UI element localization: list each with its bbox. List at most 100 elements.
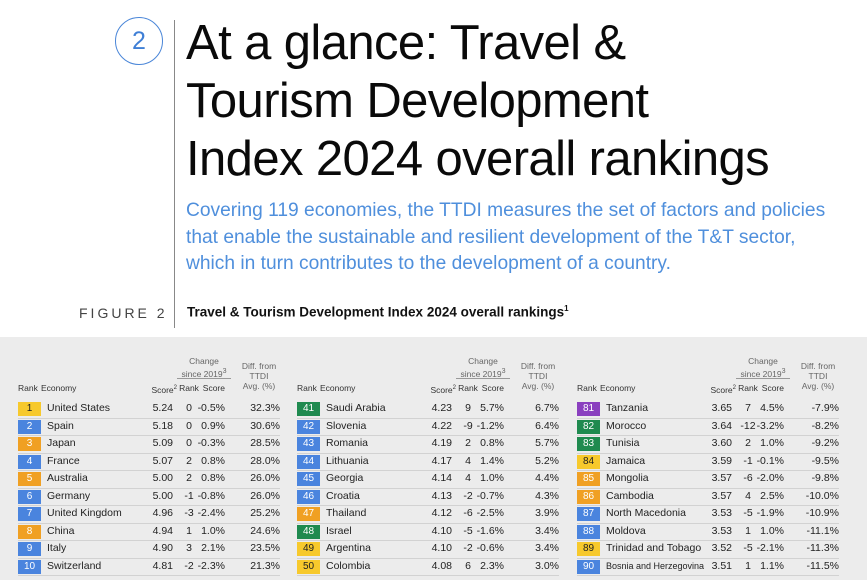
- change-rank-value: 4: [465, 454, 471, 467]
- diff-value: 5.7%: [535, 437, 559, 449]
- row-separator: [577, 452, 839, 454]
- change-score-header: Score: [481, 383, 504, 393]
- score-value: 4.23: [431, 402, 452, 414]
- row-separator: [577, 505, 839, 506]
- economy-name: Moldova: [606, 524, 646, 537]
- change-score-value: 1.4%: [480, 454, 504, 467]
- rankings-table-panel: Change since 20193 Diff. from TTDI Avg. (%) R…: [0, 337, 867, 580]
- diff-header-line: Diff. from: [520, 361, 556, 371]
- economy-name: United Kingdom: [47, 507, 122, 519]
- economy-name: United States: [47, 402, 111, 414]
- table-row: 48 Israel 4.10 -5 -1.6% 3.4%: [297, 524, 559, 541]
- row-separator: [577, 487, 839, 489]
- row-separator: [18, 487, 280, 489]
- change-score-value: 1.1%: [760, 559, 784, 572]
- diff-value: -10.9%: [805, 507, 839, 519]
- diff-value: 32.3%: [250, 402, 280, 414]
- row-separator: [577, 417, 839, 419]
- economy-name: Romania: [326, 437, 369, 449]
- diff-header: Diff. from TTDI Avg. (%): [513, 361, 563, 391]
- table-row: 49 Argentina 4.10 -2 -0.6% 3.4%: [297, 541, 559, 559]
- change-rank-value: 4: [745, 489, 751, 502]
- rank-badge: 87: [577, 507, 600, 521]
- rank-badge: 3: [18, 437, 41, 451]
- change-group-header: Change since 20193: [171, 356, 237, 379]
- diff-header-line: TTDI: [528, 371, 548, 381]
- row-separator: [297, 575, 559, 576]
- economy-name: Switzerland: [47, 559, 102, 572]
- change-score-value: -0.8%: [197, 489, 225, 502]
- change-score-value: -0.1%: [756, 454, 784, 467]
- change-score-value: 0.8%: [480, 437, 504, 449]
- table-row: 81 Tanzania 3.65 7 4.5% -7.9%: [577, 401, 839, 419]
- score-value: 5.09: [152, 437, 173, 449]
- figure-title-text: Travel & Tourism Development Index 2024 …: [187, 304, 565, 320]
- change-rank-value: 2: [465, 437, 471, 449]
- score-value: 3.60: [711, 437, 732, 449]
- diff-value: -9.2%: [811, 437, 839, 449]
- table-row: 44 Lithuania 4.17 4 1.4% 5.2%: [297, 454, 559, 471]
- score-value: 4.22: [431, 419, 452, 432]
- rankings-column: Change since 20193 Diff. from TTDI Avg. (%) R…: [18, 337, 280, 580]
- diff-value: -8.2%: [811, 419, 839, 432]
- diff-value: 26.0%: [250, 489, 280, 502]
- rank-header: Rank: [18, 383, 38, 393]
- table-row: 46 Croatia 4.13 -2 -0.7% 4.3%: [297, 489, 559, 506]
- economy-name: Tanzania: [606, 402, 649, 414]
- change-rank-value: -6: [743, 472, 753, 484]
- page-title: At a glance: Travel & Tourism Developmen…: [186, 14, 866, 188]
- score-value: 4.19: [431, 437, 452, 449]
- diff-value: -11.3%: [806, 542, 840, 554]
- score-header-text: Score: [710, 384, 733, 395]
- score-value: 5.24: [152, 402, 173, 414]
- economy-name: Cambodia: [606, 489, 654, 502]
- change-header-footnote: 3: [222, 367, 227, 375]
- change-rank-header: Rank: [458, 383, 478, 393]
- table-row: 83 Tunisia 3.60 2 1.0% -9.2%: [577, 436, 839, 454]
- economy-name: Argentina: [326, 542, 371, 554]
- rank-badge: 83: [577, 437, 600, 451]
- economy-name: Spain: [47, 419, 74, 432]
- change-rank-value: 6: [465, 559, 471, 572]
- diff-value: -9.8%: [811, 472, 839, 484]
- diff-header: Diff. from TTDI Avg. (%): [793, 361, 843, 391]
- change-rank-value: 0: [186, 402, 192, 414]
- table-row: 6 Germany 5.00 -1 -0.8% 26.0%: [18, 489, 280, 506]
- diff-value: 6.4%: [535, 419, 559, 432]
- score-value: 3.64: [711, 419, 732, 432]
- rank-badge: 90: [577, 559, 600, 574]
- rank-header: Rank: [577, 383, 597, 393]
- diff-value: 4.4%: [535, 472, 559, 484]
- change-score-value: -0.6%: [476, 542, 504, 554]
- rank-badge: 45: [297, 472, 320, 486]
- economy-name: Saudi Arabia: [326, 402, 386, 414]
- rank-badge: 41: [297, 402, 320, 416]
- diff-header-line: Diff. from: [800, 361, 836, 371]
- economy-name: Mongolia: [606, 472, 649, 484]
- change-score-value: 4.5%: [760, 402, 784, 414]
- score-header: Score2: [430, 383, 456, 395]
- row-separator: [297, 470, 559, 471]
- rank-badge: 9: [18, 542, 41, 556]
- score-value: 4.10: [431, 542, 452, 554]
- rank-badge: 43: [297, 437, 320, 451]
- score-value: 3.52: [711, 542, 732, 554]
- economy-name: Japan: [47, 437, 76, 449]
- change-score-value: 2.1%: [201, 542, 225, 554]
- score-value: 4.13: [431, 489, 452, 502]
- diff-header-line: TTDI: [808, 371, 828, 381]
- change-score-value: -3.2%: [756, 419, 784, 432]
- rank-badge: 81: [577, 402, 600, 416]
- table-row: 8 China 4.94 1 1.0% 24.6%: [18, 524, 280, 541]
- table-row: 50 Colombia 4.08 6 2.3% 3.0%: [297, 559, 559, 576]
- change-rank-value: 2: [745, 437, 751, 449]
- change-rank-value: -5: [463, 524, 473, 537]
- economy-name: Bosnia and Herzegovina: [606, 560, 705, 571]
- table-row: 87 North Macedonia 3.53 -5 -1.9% -10.9%: [577, 506, 839, 524]
- diff-value: 30.6%: [250, 419, 280, 432]
- rank-badge: 47: [297, 507, 320, 521]
- change-score-value: 0.8%: [201, 472, 225, 484]
- change-score-value: 2.5%: [760, 489, 784, 502]
- change-score-value: 2.3%: [480, 559, 504, 572]
- change-rank-value: -2: [463, 489, 473, 502]
